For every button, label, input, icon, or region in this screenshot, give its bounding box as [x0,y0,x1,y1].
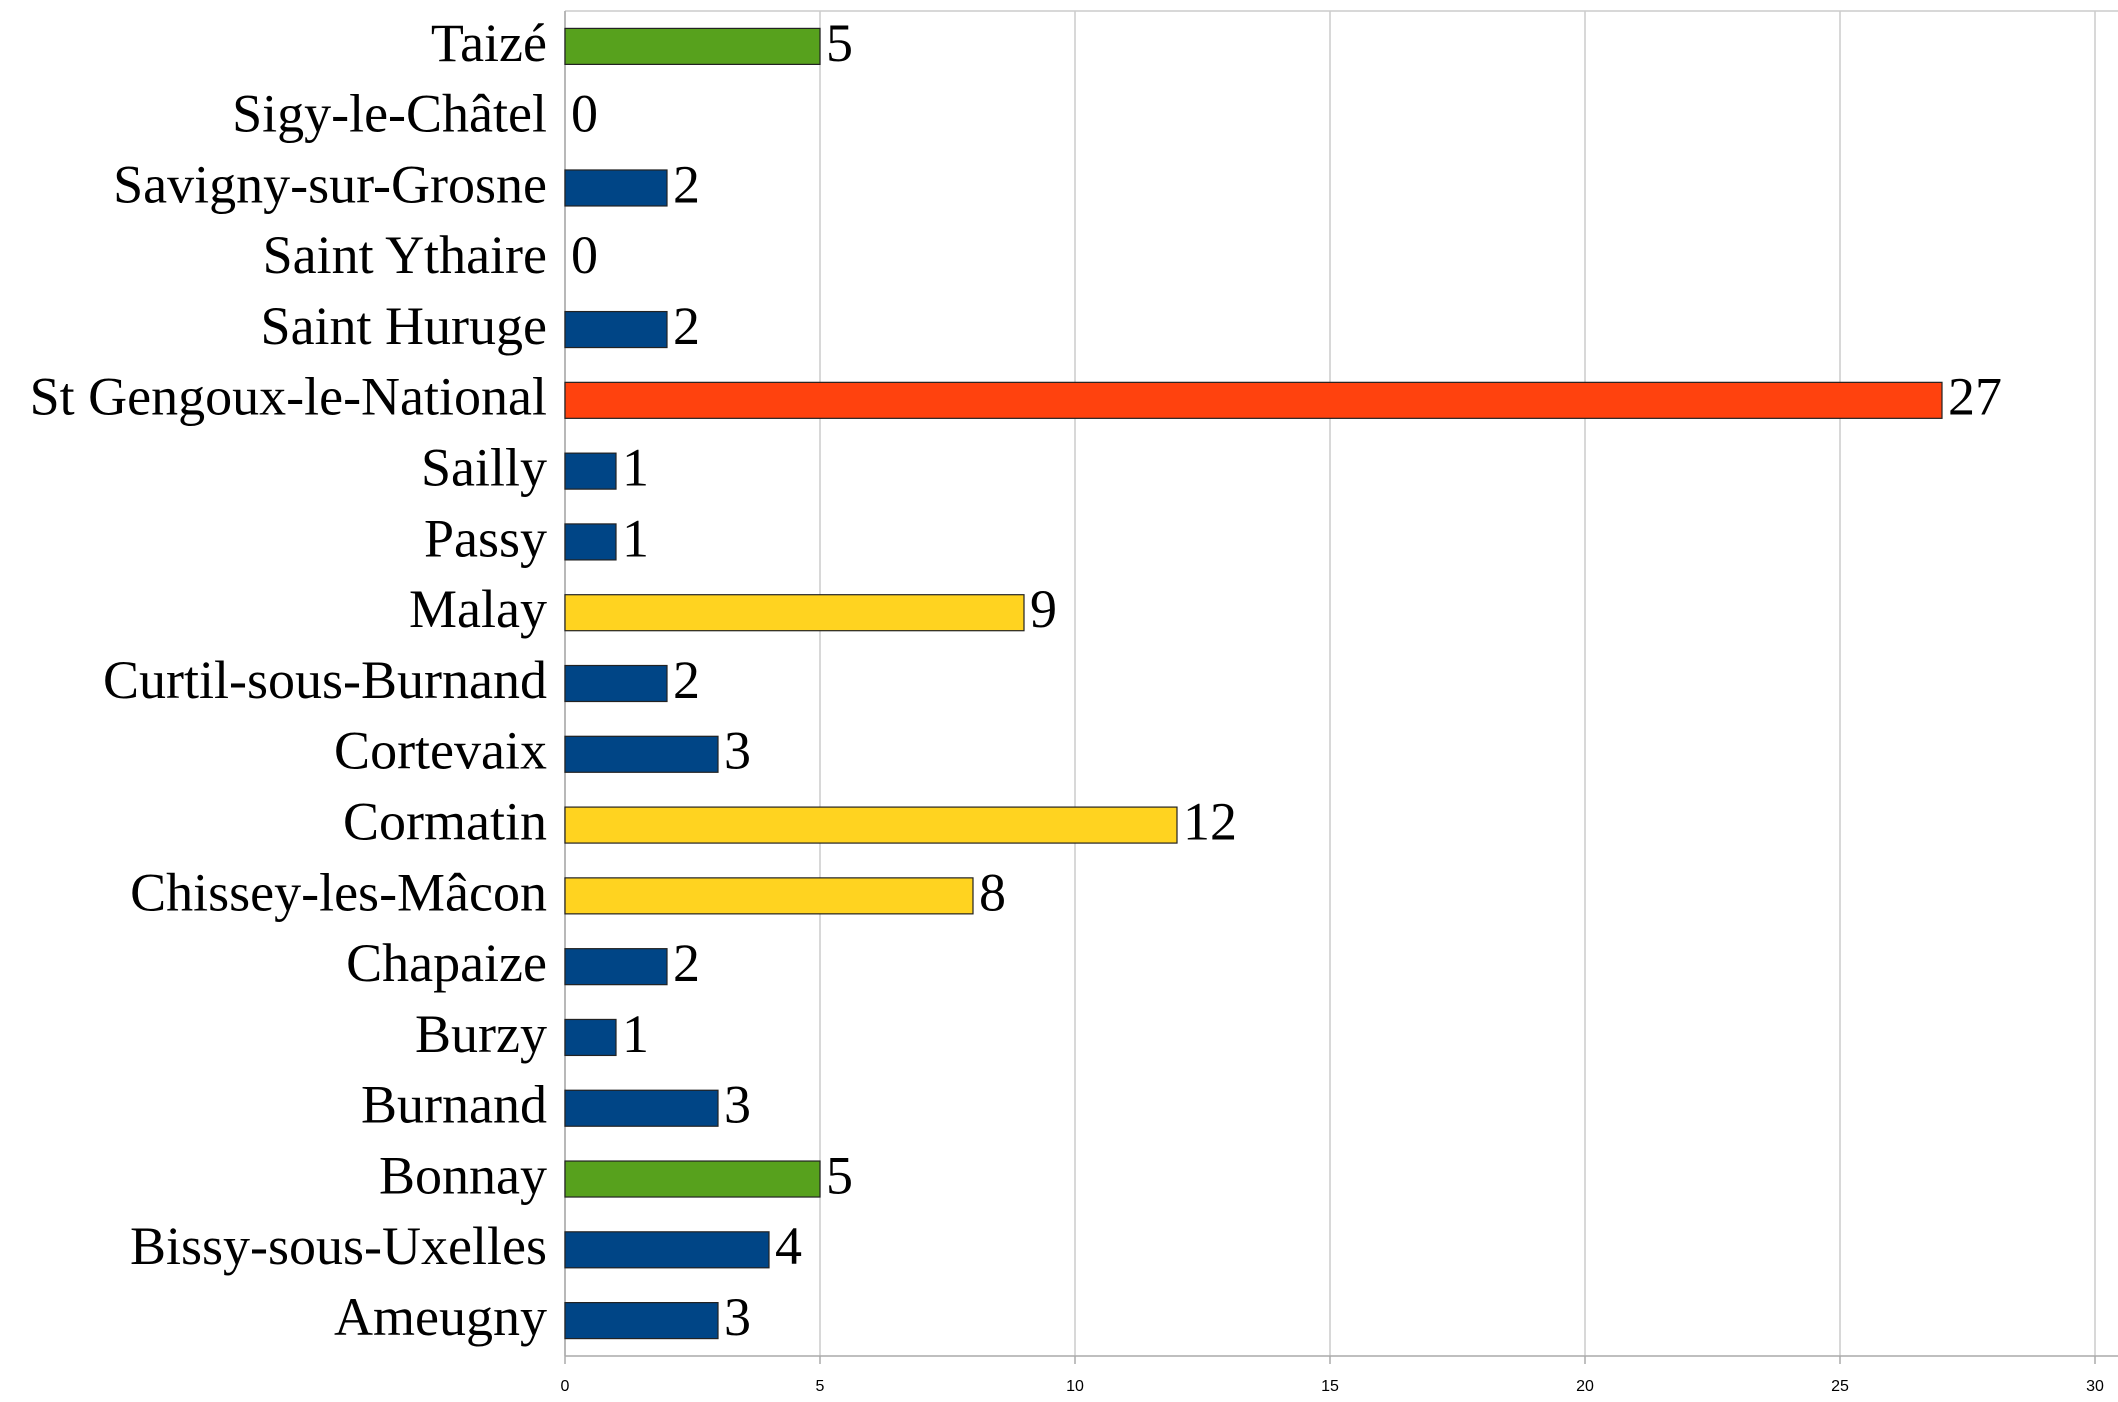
y-tick-label: Sigy-le-Châtel [232,84,547,144]
value-label: 2 [673,650,700,710]
value-label: 0 [571,84,598,144]
x-tick-label: 10 [1066,1378,1084,1395]
bar [564,27,821,65]
y-tick-label: Passy [424,508,547,568]
y-tick-label: Bissy-sous-Uxelles [130,1216,547,1276]
y-tick-label: St Gengoux-le-National [30,367,547,427]
y-tick-label: Burzy [415,1004,547,1064]
value-label: 8 [979,862,1006,922]
bar [564,948,668,986]
value-label: 1 [622,1004,649,1064]
bar [564,664,668,703]
value-label: 1 [622,508,649,568]
x-tick-label: 5 [816,1378,825,1395]
bar [564,877,974,915]
y-tick-label: Saint Huruge [261,296,547,356]
x-tick-label: 20 [1576,1378,1594,1395]
y-tick-label: Ameugny [334,1287,547,1347]
value-label: 27 [1948,367,2002,427]
y-tick-label: Curtil-sous-Burnand [103,650,547,710]
bar [564,594,1025,632]
y-tick-label: Saint Ythaire [263,225,547,285]
x-tick-label: 30 [2086,1378,2104,1395]
value-label: 2 [673,296,700,356]
value-label: 3 [724,1287,751,1347]
bar [564,1231,770,1269]
y-tick-label: Chapaize [346,933,547,993]
y-tick-label: Sailly [421,438,547,498]
value-label: 1 [622,438,649,498]
bar [564,381,1943,419]
bar [564,1160,821,1198]
value-label: 5 [826,1145,853,1205]
x-tick-label: 25 [1831,1378,1849,1395]
y-tick-label: Bonnay [379,1145,547,1205]
bar [564,806,1178,844]
value-label: 3 [724,1075,751,1135]
bar [564,735,719,773]
value-label: 2 [673,154,700,214]
bar [564,523,617,561]
value-label: 9 [1030,579,1057,639]
bar [564,452,617,490]
bar [564,1018,617,1057]
bar [564,1089,719,1127]
value-label: 5 [826,13,853,73]
y-tick-label: Taizé [431,13,547,73]
value-label: 3 [724,721,751,781]
x-tick-label: 0 [561,1378,570,1395]
value-label: 2 [673,933,700,993]
x-tick-label: 15 [1321,1378,1339,1395]
y-tick-label: Cortevaix [334,721,547,781]
y-tick-label: Malay [409,579,547,639]
value-label: 12 [1183,791,1237,851]
y-tick-label: Chissey-les-Mâcon [130,862,547,922]
value-label: 4 [775,1216,802,1276]
y-tick-label: Savigny-sur-Grosne [113,154,547,214]
bar [564,1302,719,1340]
value-label: 0 [571,225,598,285]
y-tick-label: Cormatin [343,791,547,851]
y-tick-label: Burnand [361,1075,547,1135]
bar [564,169,668,207]
bar [564,310,668,349]
